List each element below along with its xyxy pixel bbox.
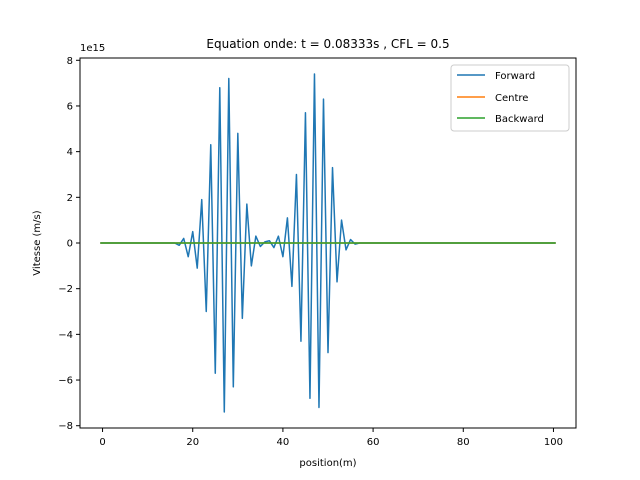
legend-label-centre: Centre — [495, 93, 528, 104]
legend-label-forward: Forward — [495, 71, 535, 82]
y-tick-label: 6 — [67, 101, 73, 112]
y-tick-label: 8 — [67, 56, 73, 67]
y-axis-label: Vitesse (m/s) — [32, 210, 43, 275]
y-tick-label: −6 — [58, 376, 73, 387]
y-tick-label: −4 — [58, 330, 73, 341]
y-tick-label: −8 — [58, 421, 73, 432]
x-tick-label: 0 — [99, 437, 105, 448]
plot-area — [100, 73, 556, 413]
x-axis-label: position(m) — [299, 458, 356, 469]
chart-title: Equation onde: t = 0.08333s , CFL = 0.5 — [206, 37, 449, 51]
legend-label-backward: Backward — [495, 114, 544, 125]
x-tick-label: 100 — [544, 437, 563, 448]
y-tick-label: 0 — [67, 239, 73, 250]
legend: Forward Centre Backward — [450, 64, 570, 132]
x-tick-label: 60 — [367, 437, 380, 448]
series-line-forward — [100, 73, 556, 413]
legend-box — [450, 64, 570, 132]
x-tick-label: 80 — [457, 437, 470, 448]
y-offset-label: 1e15 — [80, 43, 105, 54]
y-tick-label: −2 — [58, 284, 73, 295]
y-tick-label: 2 — [67, 193, 73, 204]
y-tick-label: 4 — [67, 147, 73, 158]
series-layer — [100, 73, 556, 413]
x-tick-label: 20 — [186, 437, 199, 448]
y-axis: −8 −6 −4 −2 0 2 4 6 8 — [58, 56, 80, 432]
x-tick-label: 40 — [277, 437, 290, 448]
x-axis: 0 20 40 60 80 100 — [99, 428, 563, 448]
